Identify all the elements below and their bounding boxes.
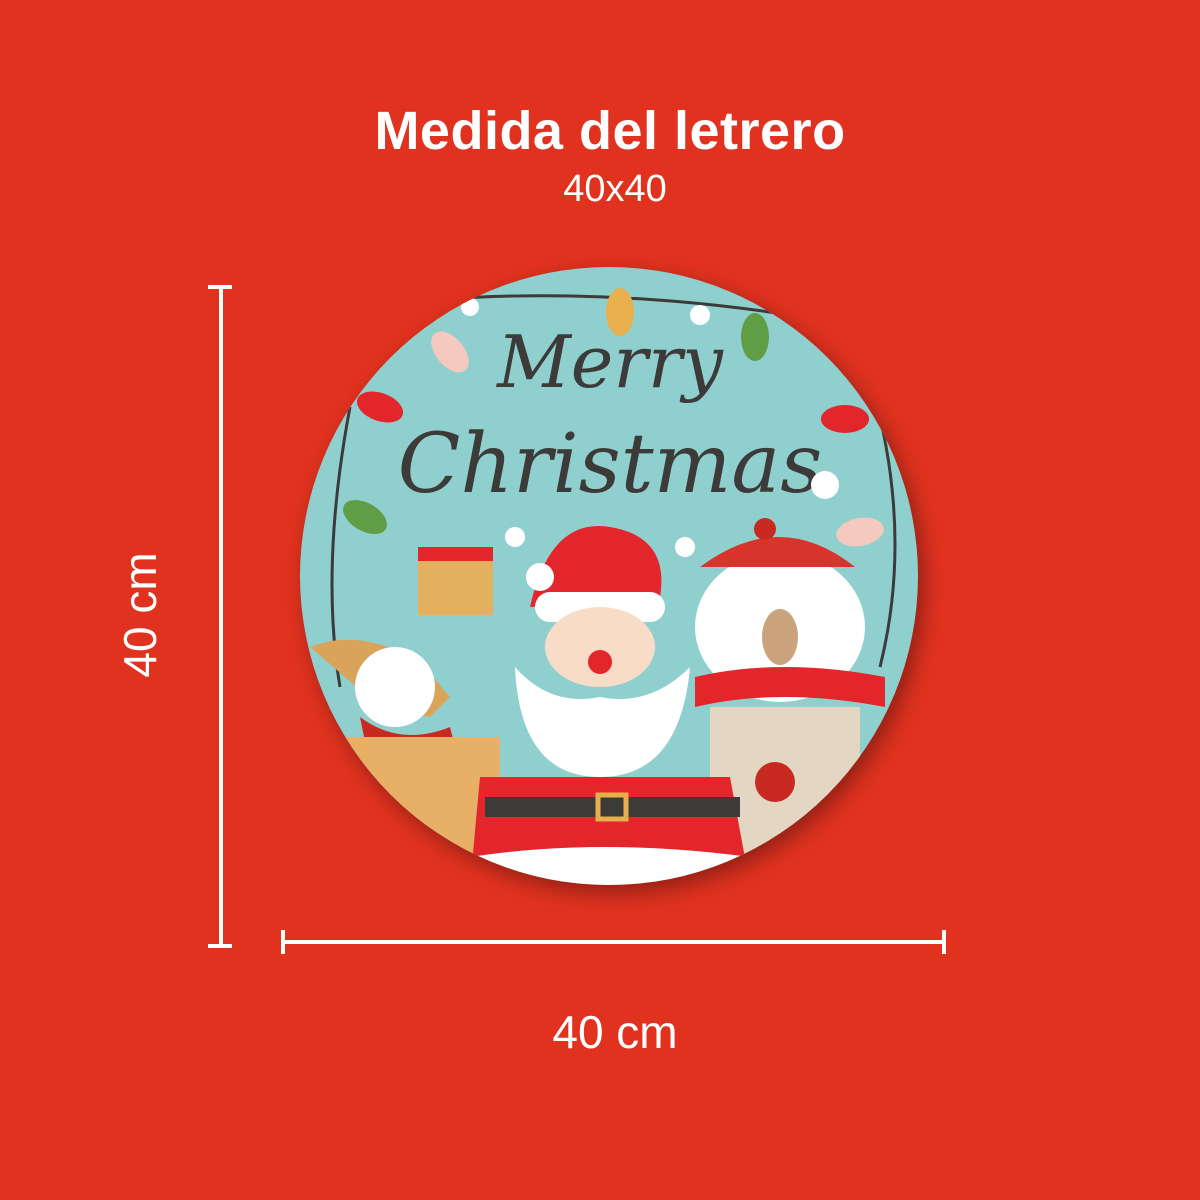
width-label: 40 cm: [552, 1006, 678, 1058]
size-subtitle: 40x40: [563, 168, 667, 210]
page-title: Medida del letrero: [374, 101, 846, 161]
merry-lettering: Merry: [495, 320, 724, 404]
height-dimension-line: [219, 287, 223, 947]
width-dimension-line: [283, 940, 945, 944]
light-bulb-icon: [431, 331, 469, 373]
light-bulb-icon: [606, 288, 634, 336]
light-bulb-icon: [836, 517, 884, 547]
light-bulb-icon: [741, 313, 769, 361]
height-label: 40 cm: [114, 552, 166, 678]
height-line-cap-top: [208, 285, 232, 289]
height-line-cap-bottom: [208, 944, 232, 948]
cocoa-mug-icon: [755, 762, 795, 802]
width-line-cap-left: [281, 930, 285, 954]
belt: [485, 797, 740, 817]
snowflake-icons: [461, 298, 839, 557]
santa-illustration: [470, 526, 750, 885]
christmas-sign-image: Merry Christmas: [300, 267, 918, 885]
christmas-lettering: Christmas: [398, 417, 823, 512]
bear-illustration: [695, 518, 885, 885]
light-bulb-icon: [821, 405, 869, 433]
width-line-cap-right: [942, 930, 946, 954]
light-bulb-icon: [343, 499, 387, 535]
light-bulb-icon: [356, 391, 404, 423]
